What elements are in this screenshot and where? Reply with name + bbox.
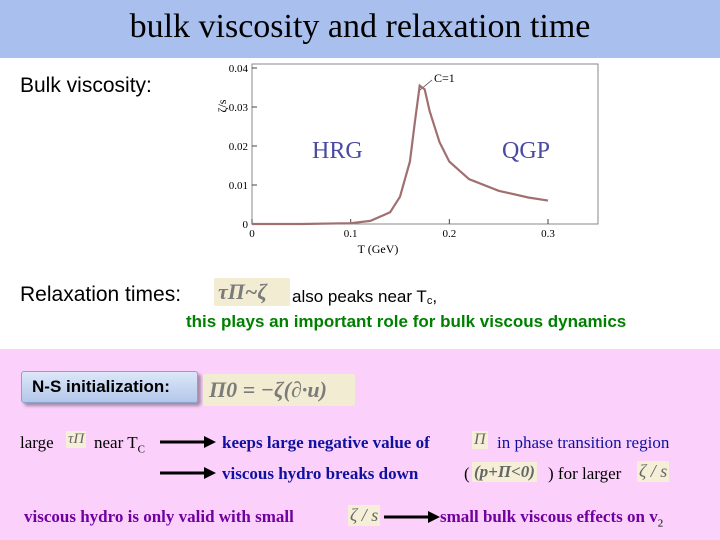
x-tick-label: 0.3 <box>541 228 555 240</box>
title-bar: bulk viscosity and relaxation time <box>0 0 720 58</box>
bulk-viscosity-label: Bulk viscosity: <box>20 74 152 97</box>
paren-open: ( <box>464 464 470 483</box>
peaks-comma: , <box>432 287 438 306</box>
ns-initialization-label: N-S initialization: <box>32 377 170 396</box>
phase-transition-text: in phase transition region <box>497 433 670 452</box>
y-tick-label: 0.04 <box>229 63 249 75</box>
arrow-1 <box>160 436 216 448</box>
small-effects-text: small bulk viscous effects on v2 <box>440 507 663 529</box>
bulk-viscosity-chart: 0 0.01 0.02 0.03 0.04 0 0.1 0.2 0.3 ζ/s T (GeV)… <box>215 63 599 256</box>
y-axis-label: ζ/s <box>215 99 229 112</box>
ns-formula: Π0 = −ζ(∂·u) <box>203 374 355 406</box>
tc-subscript: c <box>426 295 433 307</box>
peaks-near-tc: also peaks near Tc, <box>292 287 437 307</box>
p-pi-formula: (p+Π<0) <box>472 462 537 482</box>
qgp-label: QGP <box>502 138 550 164</box>
zeta-s-symbol-1: ζ / s <box>637 461 670 482</box>
arrow-3 <box>384 511 440 523</box>
near-text: near T <box>94 433 138 452</box>
breaks-down-text: viscous hydro breaks down <box>222 464 419 483</box>
zeta-s-symbol-2: ζ / s <box>348 505 381 526</box>
important-role-text: this plays an important role for bulk vi… <box>186 312 627 331</box>
x-tick-label: 0 <box>249 228 255 240</box>
relaxation-times-label: Relaxation times: <box>20 283 182 306</box>
slide-title: bulk viscosity and relaxation time <box>129 8 591 45</box>
large-text: large <box>20 433 54 452</box>
y-tick-label: 0.01 <box>229 180 248 192</box>
for-larger-text: ) for larger <box>548 464 622 483</box>
x-tick-group: 0 0.1 0.2 0.3 <box>249 219 555 240</box>
near-tc-text: near TC <box>94 433 145 455</box>
x-tick-label: 0.1 <box>344 228 358 240</box>
arrow-2 <box>160 467 216 479</box>
v2-subscript: 2 <box>657 517 664 530</box>
c-annotation: C=1 <box>434 71 455 85</box>
x-tick-label: 0.2 <box>442 228 456 240</box>
tau-pi-symbol: τΠ <box>66 431 87 448</box>
keeps-negative-text: keeps large negative value of <box>222 433 430 452</box>
y-tick-label: 0.02 <box>229 141 248 153</box>
small-effects-main: small bulk viscous effects on v <box>440 507 658 526</box>
y-tick-label: 0.03 <box>229 102 249 114</box>
peaks-text-main: also peaks near T <box>292 287 427 306</box>
tau-zeta-formula: τΠ~ζ <box>214 278 290 306</box>
near-subscript: C <box>137 443 145 456</box>
pi-symbol: Π <box>472 431 488 449</box>
hrg-label: HRG <box>312 138 363 164</box>
y-tick-group: 0 0.01 0.02 0.03 0.04 <box>229 63 257 231</box>
zeta-s-curve <box>252 83 549 226</box>
y-tick-label: 0 <box>243 219 249 231</box>
x-axis-label: T (GeV) <box>358 242 399 256</box>
valid-small-text: viscous hydro is only valid with small <box>24 507 294 526</box>
ns-initialization-box: N-S initialization: <box>21 371 198 403</box>
